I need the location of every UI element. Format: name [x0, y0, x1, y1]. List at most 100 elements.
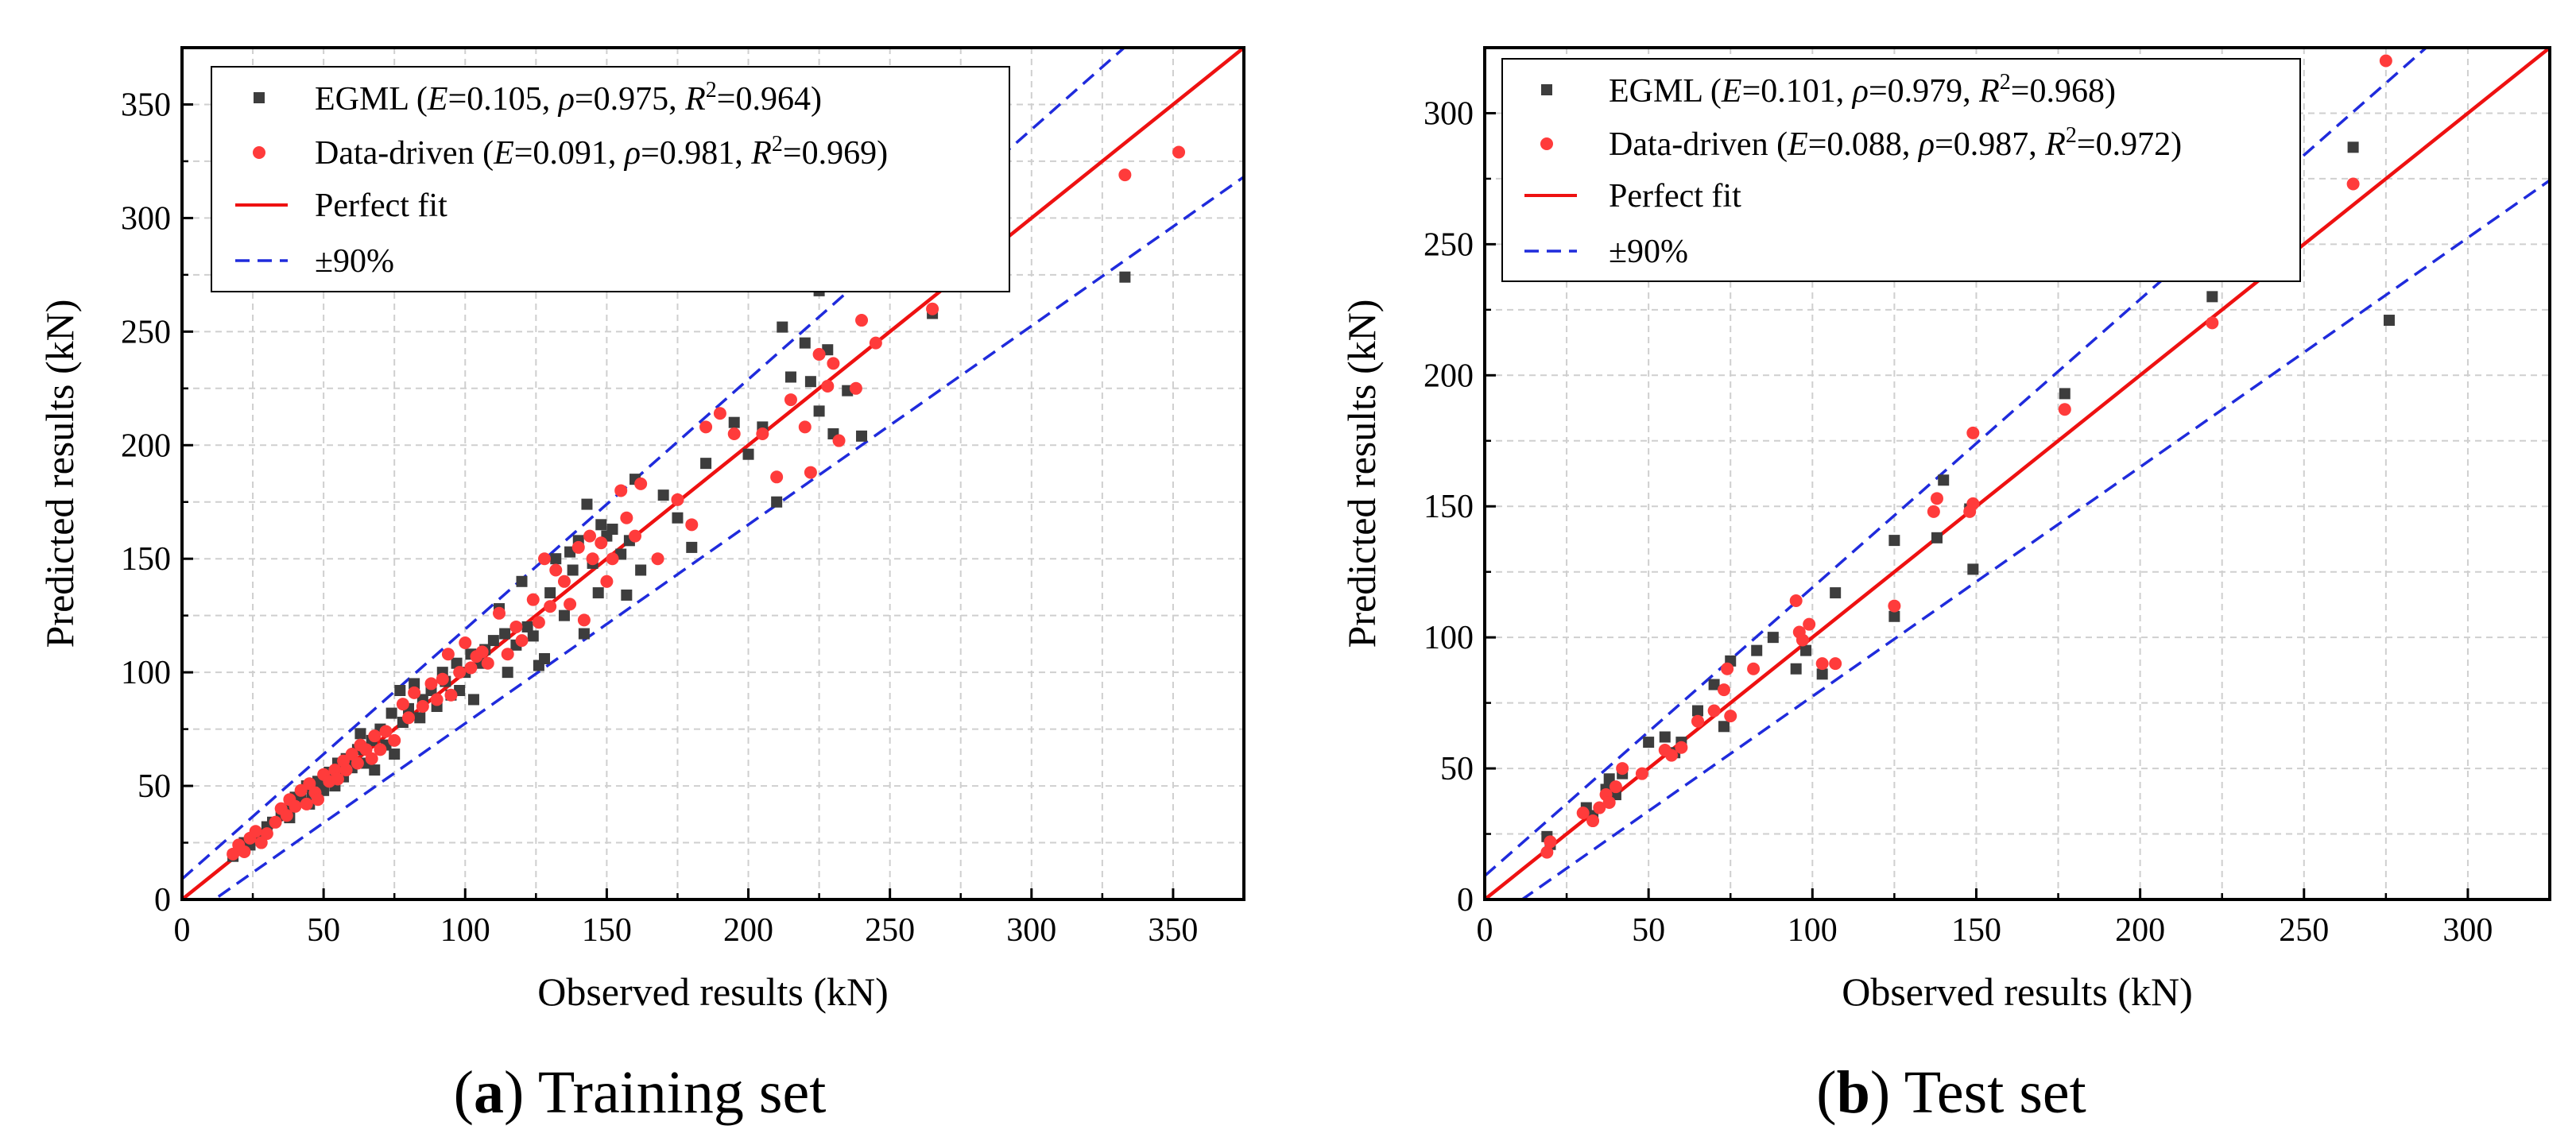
plot-frame: [1483, 46, 2551, 901]
point-egml: [606, 524, 618, 536]
y-tick-label: 50: [1440, 751, 1474, 787]
point-data-driven: [424, 677, 438, 690]
point-egml: [581, 498, 593, 510]
point-data-driven: [804, 466, 817, 479]
point-data-driven: [238, 845, 251, 858]
point-egml: [1692, 705, 1703, 717]
legend-perfect-fit-label: Perfect fit: [315, 188, 447, 224]
x-tick-label: 350: [1148, 912, 1198, 949]
point-data-driven: [339, 764, 353, 777]
legend-egml-label: EGML (E=0.105, ρ=0.975, R2=0.964): [315, 78, 822, 118]
point-egml: [856, 430, 868, 442]
point-egml: [1119, 271, 1131, 283]
point-egml: [1931, 532, 1943, 543]
point-data-driven: [374, 743, 387, 756]
x-tick-label: 100: [440, 912, 490, 949]
point-data-driven: [1829, 657, 1842, 671]
point-data-driven: [671, 493, 684, 506]
point-data-driven: [515, 634, 529, 648]
bound-line-upper: [1485, 48, 2429, 877]
point-egml: [804, 376, 816, 388]
panel-caption: (a) Training set: [454, 1059, 827, 1126]
point-data-driven: [493, 606, 506, 620]
legend-egml-marker: [1541, 84, 1552, 95]
point-data-driven: [303, 777, 316, 791]
x-tick-label: 300: [2442, 912, 2493, 949]
point-data-driven: [441, 648, 455, 661]
point-data-driven: [1586, 814, 1600, 828]
y-tick-label: 200: [121, 427, 171, 464]
y-tick-label: 150: [1424, 489, 1474, 525]
point-egml: [1767, 632, 1779, 644]
x-tick-label: 150: [1951, 912, 2001, 949]
point-data-driven: [345, 748, 358, 761]
x-tick-label: 200: [2115, 912, 2165, 949]
point-data-driven: [1635, 767, 1648, 780]
point-data-driven: [849, 381, 862, 395]
point-data-driven: [294, 783, 308, 797]
point-egml: [385, 707, 397, 719]
point-data-driven: [1665, 749, 1679, 762]
point-data-driven: [1544, 835, 1557, 849]
point-egml: [516, 575, 528, 587]
grid: [1485, 48, 2550, 899]
point-egml: [1643, 737, 1655, 749]
point-data-driven: [1717, 683, 1730, 697]
y-tick-label: 0: [154, 882, 171, 919]
point-egml: [771, 496, 783, 508]
point-data-driven: [1795, 633, 1809, 647]
point-data-driven: [564, 598, 577, 611]
point-egml: [1967, 563, 1979, 575]
y-tick-label: 100: [1424, 620, 1474, 656]
point-egml: [409, 678, 420, 690]
point-egml: [592, 587, 604, 599]
point-data-driven: [832, 434, 846, 447]
panel-caption: (b) Test set: [1816, 1059, 2086, 1126]
point-egml: [394, 685, 406, 697]
point-egml: [1708, 679, 1720, 690]
point-data-driven: [549, 563, 563, 577]
point-data-driven: [651, 552, 664, 566]
point-data-driven: [368, 729, 382, 743]
x-tick-label: 150: [582, 912, 632, 949]
point-data-driven: [2346, 177, 2360, 191]
point-data-driven: [1609, 780, 1622, 794]
axis-ticks: 0 50 100 150 200 250 300 350 0 50 100 150 200 250 300 3…: [121, 87, 1198, 949]
x-axis-label: Observed results (kN): [537, 969, 889, 1014]
x-tick-label: 0: [174, 912, 191, 949]
point-data-driven: [269, 815, 282, 829]
x-tick-label: 300: [1006, 912, 1056, 949]
point-data-driven: [821, 379, 835, 393]
point-egml: [499, 628, 511, 640]
point-data-driven: [1789, 594, 1803, 607]
point-data-driven: [855, 314, 869, 327]
plot-frame: [180, 46, 1245, 901]
legend-egml-marker: [254, 92, 265, 103]
point-data-driven: [784, 393, 797, 407]
point-data-driven: [408, 686, 421, 699]
point-egml: [728, 416, 740, 428]
legend-data-driven-label: Data-driven (E=0.088, ρ=0.987, R2=0.972): [1609, 123, 2182, 163]
point-egml: [1659, 731, 1671, 743]
perfect-fit-line: [1485, 48, 2550, 899]
legend-box: [211, 66, 1010, 292]
point-egml: [799, 337, 811, 349]
y-tick-label: 50: [138, 768, 171, 805]
point-egml: [1790, 663, 1802, 675]
legend-perfect-fit-label: Perfect fit: [1609, 178, 1741, 215]
point-egml: [621, 589, 633, 601]
point-data-driven: [453, 666, 467, 679]
point-data-driven: [1540, 845, 1554, 859]
point-data-driven: [713, 407, 726, 420]
legend-egml-label: EGML (E=0.101, ρ=0.979, R2=0.968): [1609, 70, 2116, 110]
panel-training-set: 0 50 100 150 200 250 300 350 0 50 100 150 200 250 300 3…: [37, 46, 1245, 1126]
x-axis-label: Observed results (kN): [1842, 969, 2193, 1014]
y-tick-label: 300: [121, 200, 171, 237]
point-data-driven: [444, 688, 458, 702]
point-data-driven: [2058, 403, 2071, 416]
point-data-driven: [475, 645, 489, 659]
legend-data-driven-marker: [253, 146, 265, 159]
series-data-driven-points: [227, 145, 1186, 861]
point-data-driven: [571, 540, 585, 554]
point-data-driven: [812, 347, 826, 361]
